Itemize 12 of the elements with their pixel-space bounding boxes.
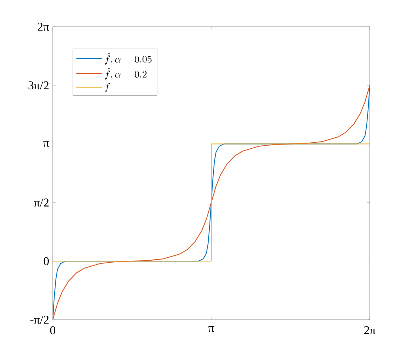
y-tick-label: π/2	[34, 198, 49, 207]
x-tick-label: π	[208, 326, 214, 332]
y-tick-label: 0	[44, 257, 50, 266]
y-tick-label: 3π/2	[28, 82, 49, 90]
y-tick-label: π	[44, 141, 50, 147]
legend-label: $\hat{f}, \alpha = 0.05$	[105, 53, 152, 65]
legend-label: $\hat{f}, \alpha = 0.2$	[105, 68, 147, 80]
x-tick-label: 0	[50, 326, 56, 335]
y-tick-label: -π/2	[30, 316, 49, 324]
legend-label: $f$	[105, 83, 110, 92]
y-tick-label: 2π	[38, 22, 50, 32]
x-tick-label: 2π	[364, 326, 376, 335]
